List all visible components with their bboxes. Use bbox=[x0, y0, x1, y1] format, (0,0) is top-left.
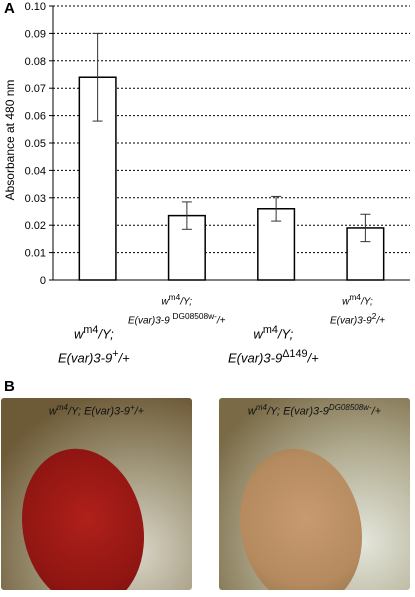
panel-a-label: A bbox=[4, 0, 15, 17]
y-axis-label: Absorbance at 480 nm bbox=[3, 80, 17, 201]
eye-photo-dg08508: wm4/Y; E(var)3-9DG08508w-/+ bbox=[219, 398, 410, 590]
y-tick-label: 0.07 bbox=[25, 83, 46, 95]
photo-caption-dg08508: wm4/Y; E(var)3-9DG08508w-/+ bbox=[247, 403, 382, 418]
y-tick-label: 0.03 bbox=[25, 193, 46, 205]
y-tick-label: 0.04 bbox=[25, 165, 46, 177]
y-tick-label: 0.05 bbox=[25, 138, 46, 150]
y-tick-label: 0.10 bbox=[25, 1, 46, 13]
y-tick-label: 0.01 bbox=[25, 248, 46, 260]
y-tick-label: 0.02 bbox=[25, 220, 46, 232]
photo-caption-wildtype: wm4/Y; E(var)3-9+/+ bbox=[48, 403, 145, 418]
x-label-dg08508: wm4/Y; E(var)3-9 DG08508w-/+ bbox=[128, 292, 226, 327]
x-label-wildtype: wm4/Y; E(var)3-9+/+ bbox=[58, 324, 130, 366]
y-tick-label: 0.09 bbox=[25, 28, 46, 40]
y-tick-label: 0.06 bbox=[25, 111, 46, 123]
panel-b-label: B bbox=[4, 378, 15, 395]
x-label-allele2: wm4/Y; E(var)3-92/+ bbox=[330, 292, 385, 327]
y-tick-label: 0 bbox=[40, 275, 46, 287]
y-tick-label: 0.08 bbox=[25, 56, 46, 68]
bar-chart: 0 0.01 0.02 0.03 0.04 0.05 0.06 0.07 0.08 0.09 0.1… bbox=[3, 1, 410, 287]
eye-photo-wildtype: wm4/Y; E(var)3-9+/+ bbox=[1, 398, 192, 590]
x-label-delta149: wm4/Y; E(var)3-9Δ149/+ bbox=[228, 324, 319, 366]
chart-bars bbox=[78, 32, 385, 281]
